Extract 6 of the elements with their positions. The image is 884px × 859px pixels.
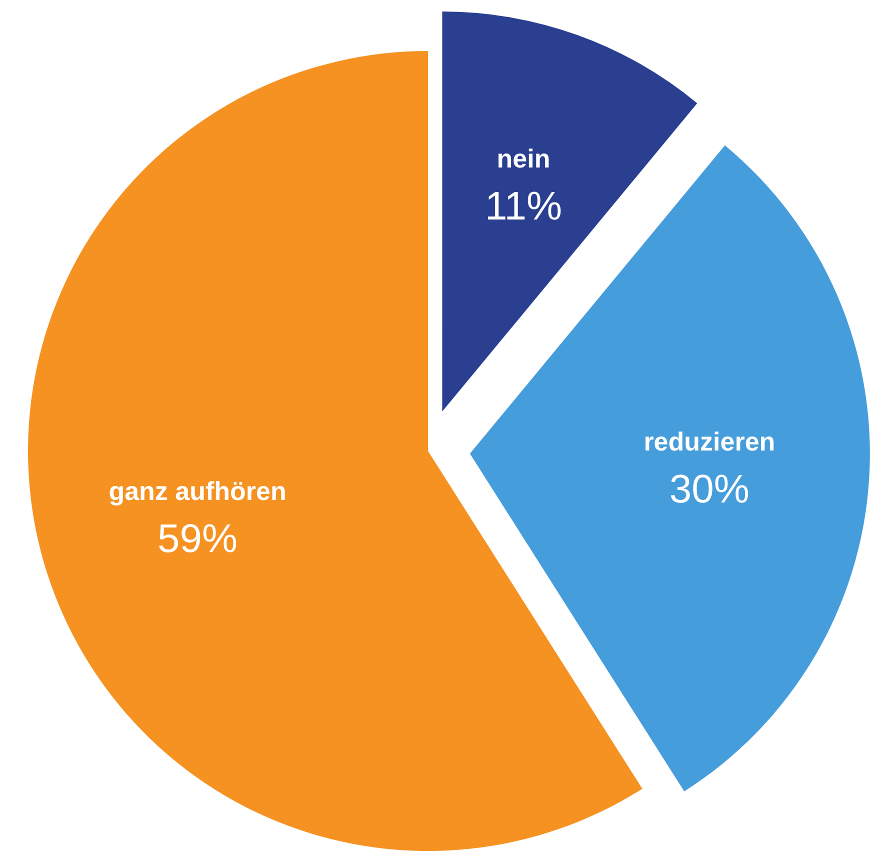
slice-label: nein bbox=[496, 144, 550, 174]
slice-label: reduzieren bbox=[644, 426, 776, 457]
slice-label: ganz aufhören bbox=[108, 476, 286, 506]
data-label: 30% bbox=[669, 468, 750, 512]
data-label: 59% bbox=[158, 516, 238, 561]
data-label: 11% bbox=[484, 184, 562, 229]
